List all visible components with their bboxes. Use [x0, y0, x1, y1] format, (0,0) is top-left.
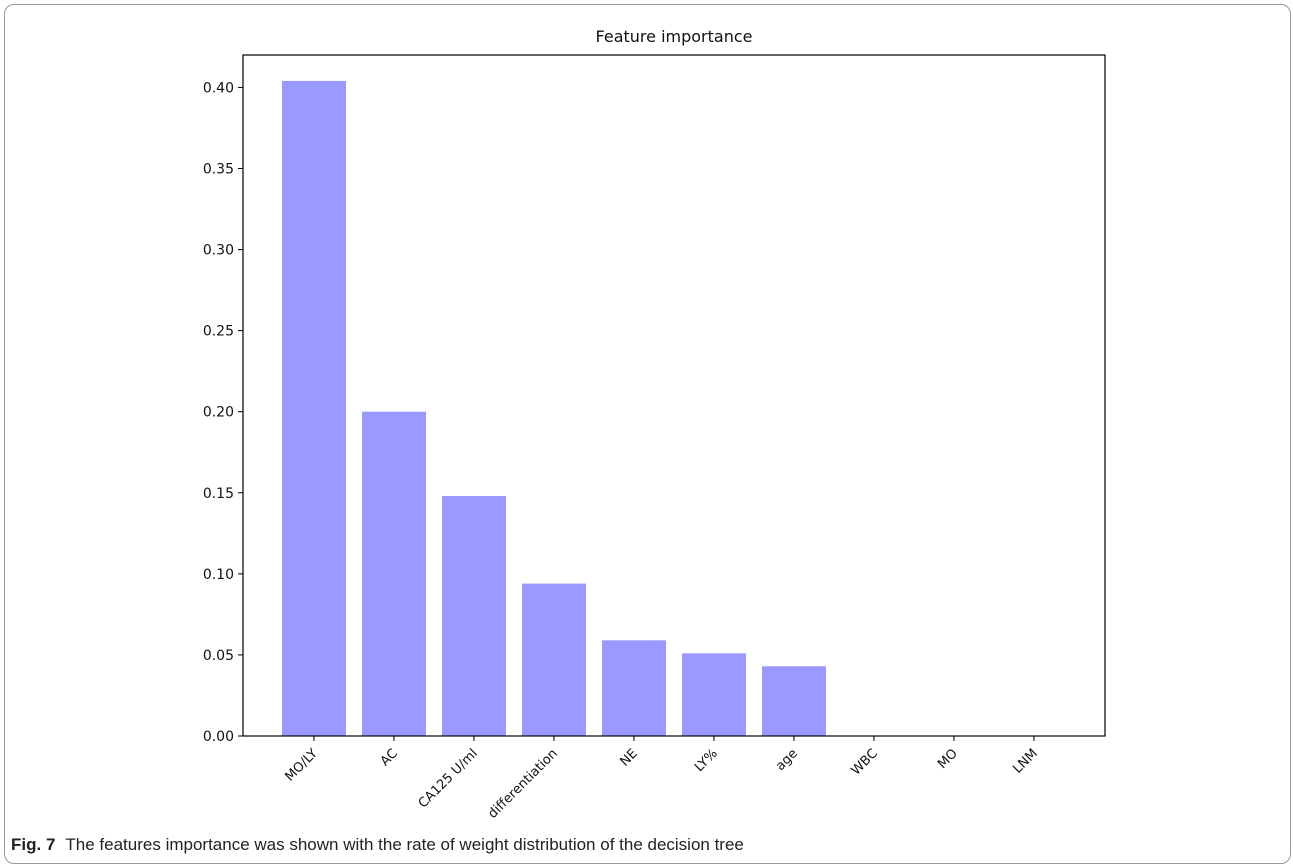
bar-0 — [282, 80, 346, 736]
y-tick-label-0: 0.00 — [203, 729, 234, 745]
caption-label: Fig. 7 — [11, 835, 56, 854]
x-tick-label-8: MO — [935, 746, 961, 772]
caption-text: The features importance was shown with t… — [65, 835, 744, 854]
x-tick-label-0: MO/LY — [282, 746, 320, 784]
y-tick-label-4: 0.20 — [203, 405, 234, 421]
y-axis: 0.00 0.05 0.10 0.15 0.20 0.25 0.30 0.35 0.40 — [203, 80, 243, 745]
y-tick-label-3: 0.15 — [203, 486, 234, 502]
bar-5 — [682, 653, 746, 736]
figure-frame — [4, 4, 1291, 864]
y-tick-label-7: 0.35 — [203, 162, 234, 178]
y-tick-label-6: 0.30 — [203, 243, 234, 259]
bar-3 — [522, 583, 586, 736]
x-tick-label-1: AC — [378, 746, 401, 769]
y-tick-label-8: 0.40 — [203, 80, 234, 96]
x-tick-label-6: age — [773, 746, 801, 774]
figure-caption: Fig. 7 The features importance was shown … — [11, 835, 744, 855]
x-tick-label-4: NE — [618, 746, 641, 769]
x-tick-label-2: CA125 U/ml — [416, 746, 481, 811]
bars-group — [282, 80, 826, 736]
x-tick-label-9: LNM — [1010, 746, 1041, 777]
bar-1 — [362, 411, 426, 736]
x-tick-label-7: WBC — [849, 746, 881, 778]
x-axis: MO/LY AC CA125 U/ml differentiation NE LY% age… — [282, 736, 1041, 822]
chart-title: Feature importance — [596, 27, 753, 46]
y-tick-label-2: 0.10 — [203, 567, 234, 583]
bar-6 — [762, 666, 826, 736]
plot-area-frame — [242, 54, 1106, 737]
x-tick-label-5: LY% — [692, 746, 721, 775]
y-tick-label-1: 0.05 — [203, 648, 234, 664]
x-tick-label-3: differentiation — [485, 746, 560, 821]
bar-4 — [602, 640, 666, 736]
bar-2 — [442, 496, 506, 736]
bar-chart: Feature importance 0.000.050.100.150.200… — [203, 27, 1106, 822]
y-tick-label-5: 0.25 — [203, 324, 234, 340]
